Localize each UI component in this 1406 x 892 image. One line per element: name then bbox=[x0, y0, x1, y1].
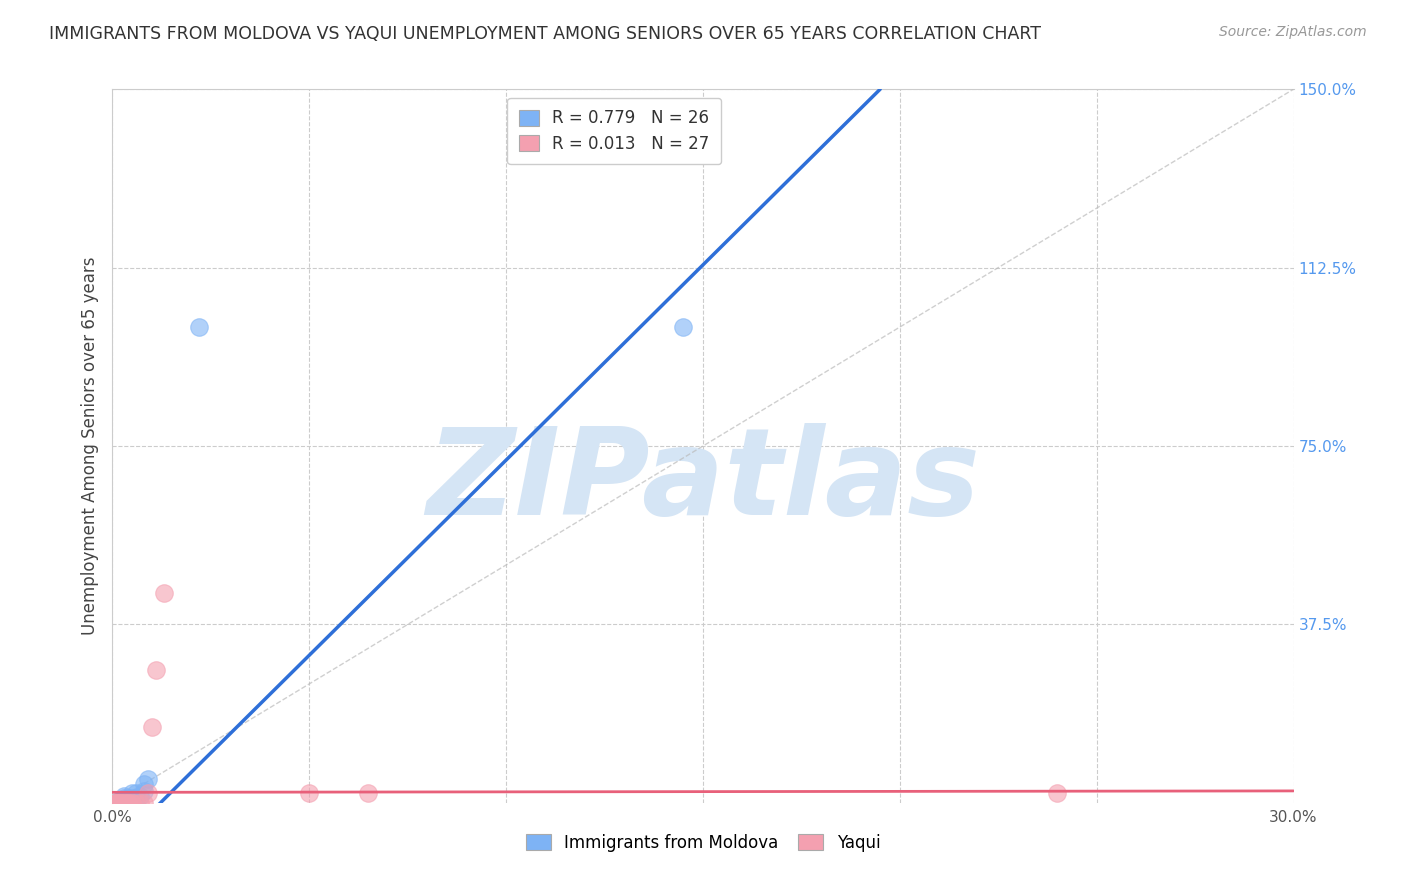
Point bbox=[121, 791, 143, 805]
Point bbox=[112, 796, 135, 810]
Point bbox=[125, 796, 148, 810]
Point bbox=[136, 772, 159, 786]
Point bbox=[188, 320, 211, 334]
Point bbox=[132, 796, 155, 810]
Point bbox=[110, 796, 132, 810]
Point bbox=[129, 796, 152, 810]
Point bbox=[110, 796, 132, 810]
Point bbox=[132, 777, 155, 791]
Point bbox=[110, 796, 132, 810]
Text: Source: ZipAtlas.com: Source: ZipAtlas.com bbox=[1219, 25, 1367, 39]
Point bbox=[117, 796, 139, 810]
Point bbox=[110, 796, 132, 810]
Text: IMMIGRANTS FROM MOLDOVA VS YAQUI UNEMPLOYMENT AMONG SENIORS OVER 65 YEARS CORREL: IMMIGRANTS FROM MOLDOVA VS YAQUI UNEMPLO… bbox=[49, 25, 1042, 43]
Point bbox=[117, 791, 139, 805]
Point bbox=[132, 784, 155, 798]
Point bbox=[112, 796, 135, 810]
Point bbox=[112, 789, 135, 803]
Point bbox=[136, 786, 159, 800]
Point bbox=[672, 320, 695, 334]
Legend: Immigrants from Moldova, Yaqui: Immigrants from Moldova, Yaqui bbox=[519, 828, 887, 859]
Point bbox=[152, 586, 174, 600]
Point bbox=[125, 791, 148, 805]
Point bbox=[1046, 786, 1069, 800]
Point bbox=[105, 796, 128, 810]
Point bbox=[105, 796, 128, 810]
Text: ZIPatlas: ZIPatlas bbox=[426, 423, 980, 541]
Point bbox=[105, 796, 128, 810]
Point bbox=[121, 796, 143, 810]
Y-axis label: Unemployment Among Seniors over 65 years: Unemployment Among Seniors over 65 years bbox=[80, 257, 98, 635]
Point bbox=[145, 663, 167, 677]
Point bbox=[117, 796, 139, 810]
Point bbox=[105, 796, 128, 810]
Point bbox=[112, 793, 135, 807]
Point bbox=[121, 796, 143, 810]
Point bbox=[105, 796, 128, 810]
Point bbox=[112, 796, 135, 810]
Point bbox=[121, 796, 143, 810]
Point bbox=[110, 796, 132, 810]
Point bbox=[105, 796, 128, 810]
Point bbox=[129, 789, 152, 803]
Point bbox=[105, 796, 128, 810]
Point bbox=[357, 786, 380, 800]
Point bbox=[110, 793, 132, 807]
Point bbox=[110, 796, 132, 810]
Point bbox=[117, 796, 139, 810]
Point bbox=[298, 786, 321, 800]
Point bbox=[112, 791, 135, 805]
Point bbox=[117, 796, 139, 810]
Point bbox=[105, 796, 128, 810]
Point bbox=[112, 796, 135, 810]
Point bbox=[117, 796, 139, 810]
Point bbox=[105, 796, 128, 810]
Point bbox=[141, 720, 163, 734]
Point bbox=[121, 786, 143, 800]
Point bbox=[121, 796, 143, 810]
Point bbox=[125, 786, 148, 800]
